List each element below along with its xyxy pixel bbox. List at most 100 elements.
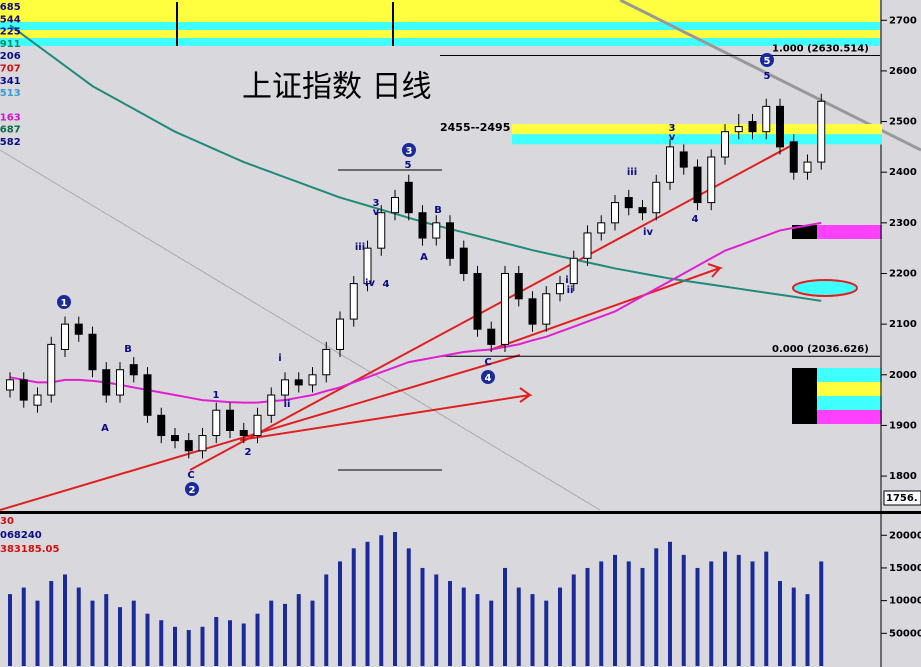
fib-label: 0.000 (2036.626) <box>772 344 869 355</box>
side-label: .911 <box>0 39 21 50</box>
volume-bar <box>269 600 274 666</box>
wave-label: iv <box>365 278 375 289</box>
volume-bar <box>434 574 439 666</box>
candle-body <box>776 105 784 148</box>
volume-bar <box>173 626 177 666</box>
panel-divider <box>0 511 921 514</box>
candle-body <box>19 379 28 401</box>
volume-bar <box>131 600 136 666</box>
zone <box>512 134 882 145</box>
volume-bar <box>186 630 191 666</box>
volume-bar <box>8 594 12 666</box>
volume-bar <box>778 581 782 666</box>
trend-line <box>0 149 601 511</box>
volume-bar <box>63 574 67 666</box>
volume-bar <box>324 574 329 666</box>
band-cyan <box>0 22 880 30</box>
candle-body <box>294 379 303 386</box>
candle-body <box>748 121 757 133</box>
volume-bar <box>255 613 260 666</box>
ellipse <box>792 279 858 297</box>
volume-bar <box>214 616 219 666</box>
wave-label: C <box>484 357 491 368</box>
price-box <box>883 490 921 506</box>
volume-bar <box>228 620 232 666</box>
side-label: .341 <box>0 76 21 87</box>
y-tick-label: 200000 <box>889 530 921 541</box>
volume-bar <box>448 581 452 666</box>
wave-circle-label: 1 <box>61 298 68 309</box>
zone-label: 2455--2495 <box>440 121 510 134</box>
volume-bar <box>35 600 40 666</box>
candle-body <box>693 166 702 204</box>
candle-body <box>721 131 729 158</box>
volume-bar <box>516 587 521 666</box>
wave-label: iv <box>643 227 653 238</box>
candle-body <box>212 409 221 437</box>
wave-label: ii <box>284 399 291 410</box>
wave-circle-label: 2 <box>189 485 196 496</box>
side-label: .206 <box>0 51 21 62</box>
candle-body <box>528 298 537 325</box>
candle-body <box>542 293 551 325</box>
wave-label: 2 <box>245 447 252 458</box>
band-cyan <box>0 38 880 46</box>
volume-bar <box>723 551 727 666</box>
wave-marker <box>57 295 71 309</box>
volume-bar <box>351 548 356 666</box>
candle-body <box>432 222 441 239</box>
candle-body <box>501 272 509 345</box>
candle-body <box>817 100 826 163</box>
volume-bar <box>681 554 686 666</box>
y-tick-label: 1900 <box>889 420 917 431</box>
volume-bar <box>736 554 741 666</box>
volume-bar <box>819 561 824 666</box>
candle-body <box>129 364 138 376</box>
fib-label: 1.000 (2630.514) <box>772 43 869 54</box>
wave-marker <box>481 370 495 384</box>
wave-label: A <box>101 423 109 434</box>
block <box>792 225 817 239</box>
candle-body <box>363 247 372 285</box>
wave-label: ii <box>567 285 574 296</box>
volume-bar <box>159 620 164 666</box>
y-tick-label: 2700 <box>889 15 917 26</box>
volume-label: 068240 <box>0 530 42 541</box>
volume-bar <box>283 603 287 666</box>
candle-body <box>47 343 56 396</box>
candle-body <box>171 435 179 442</box>
wave-label: 4 <box>692 214 699 225</box>
candle-body <box>198 435 207 452</box>
volume-bar <box>626 561 631 666</box>
volume-bar <box>654 548 659 666</box>
volume-bar <box>475 594 480 666</box>
candle-body <box>377 212 386 249</box>
y-tick-label: 2100 <box>889 319 917 330</box>
wave-label: 5 <box>405 160 412 171</box>
candle-body <box>762 105 771 133</box>
volume-bar <box>406 548 411 666</box>
candle-body <box>88 333 97 371</box>
candle-body <box>473 272 482 330</box>
volume-bar <box>310 600 315 666</box>
wave-label: i <box>278 353 281 364</box>
candle-body <box>33 394 42 406</box>
volume-bar <box>420 567 425 666</box>
wave-circle-label: 3 <box>406 146 413 157</box>
wave-circle-label: 5 <box>764 56 771 67</box>
volume-bar <box>544 600 549 666</box>
candle-body <box>157 414 166 437</box>
volume-bar <box>764 551 769 666</box>
wave-label: i <box>565 275 568 286</box>
volume-bar <box>489 600 494 666</box>
candle-body <box>569 257 578 285</box>
y-tick-label: 2500 <box>889 117 917 128</box>
chart-title: 上证指数 日线 <box>242 70 432 105</box>
volume-bar <box>805 594 810 666</box>
candle-body <box>391 197 399 214</box>
volume-bar <box>393 531 397 666</box>
candle-body <box>239 429 248 437</box>
candle-body <box>789 141 798 173</box>
candle-body <box>446 222 454 259</box>
candle-body <box>459 247 468 274</box>
